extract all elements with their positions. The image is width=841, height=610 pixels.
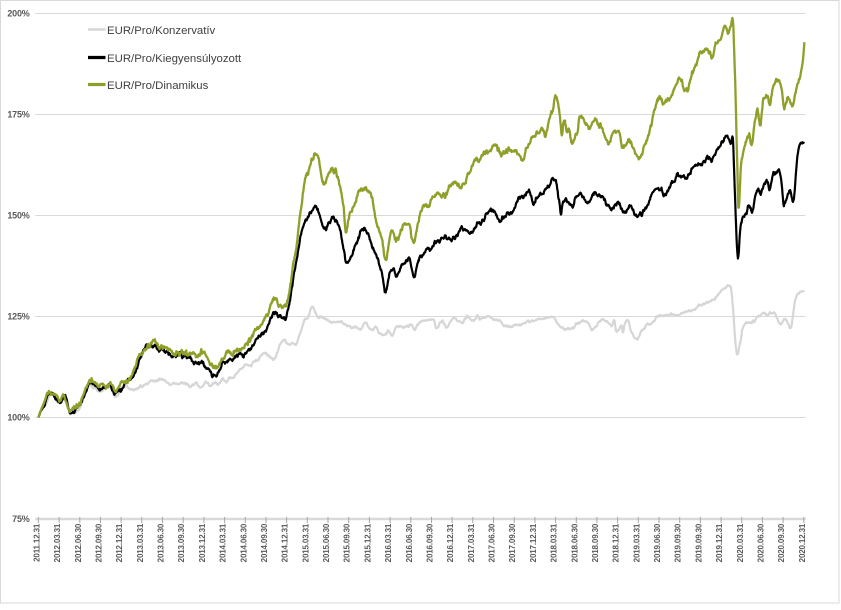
svg-text:2018.09.30: 2018.09.30 [591, 523, 600, 562]
svg-text:2012.06.30: 2012.06.30 [74, 523, 83, 562]
svg-text:2017.06.30: 2017.06.30 [488, 523, 497, 562]
svg-text:150%: 150% [7, 211, 29, 221]
svg-text:EUR/Pro/Dinamikus: EUR/Pro/Dinamikus [107, 80, 209, 92]
svg-text:2016.12.31: 2016.12.31 [446, 523, 455, 562]
svg-text:2015.03.31: 2015.03.31 [301, 523, 310, 562]
svg-text:2020.09.30: 2020.09.30 [777, 523, 786, 562]
svg-text:EUR/Pro/Kiegyensúlyozott: EUR/Pro/Kiegyensúlyozott [107, 53, 242, 65]
svg-text:2016.03.31: 2016.03.31 [384, 523, 393, 562]
svg-text:2015.12.31: 2015.12.31 [363, 523, 372, 562]
svg-text:2013.03.31: 2013.03.31 [136, 523, 145, 562]
svg-text:2014.03.31: 2014.03.31 [219, 523, 228, 562]
svg-text:2018.06.30: 2018.06.30 [570, 523, 579, 562]
svg-text:2013.12.31: 2013.12.31 [198, 523, 207, 562]
svg-text:2012.03.31: 2012.03.31 [53, 523, 62, 562]
svg-text:2014.06.30: 2014.06.30 [239, 523, 248, 562]
svg-text:2014.12.31: 2014.12.31 [281, 523, 290, 562]
svg-text:2019.03.31: 2019.03.31 [632, 523, 641, 562]
svg-text:2018.03.31: 2018.03.31 [550, 523, 559, 562]
svg-text:2014.09.30: 2014.09.30 [260, 523, 269, 562]
svg-text:2020.06.30: 2020.06.30 [756, 523, 765, 562]
svg-text:200%: 200% [7, 9, 29, 19]
svg-text:175%: 175% [7, 110, 29, 120]
svg-text:2019.09.30: 2019.09.30 [674, 523, 683, 562]
svg-text:2012.09.30: 2012.09.30 [95, 523, 104, 562]
svg-text:2017.03.31: 2017.03.31 [467, 523, 476, 562]
svg-text:2019.12.31: 2019.12.31 [715, 523, 724, 562]
svg-text:2012.12.31: 2012.12.31 [115, 523, 124, 562]
svg-text:2018.12.31: 2018.12.31 [612, 523, 621, 562]
svg-text:2020.12.31: 2020.12.31 [798, 523, 807, 562]
svg-text:2016.09.30: 2016.09.30 [426, 523, 435, 562]
svg-text:2011.12.31: 2011.12.31 [32, 523, 41, 562]
svg-text:2020.03.31: 2020.03.31 [736, 523, 745, 562]
svg-text:EUR/Pro/Konzervatív: EUR/Pro/Konzervatív [107, 25, 216, 37]
svg-text:2013.09.30: 2013.09.30 [177, 523, 186, 562]
svg-text:2015.06.30: 2015.06.30 [322, 523, 331, 562]
svg-text:125%: 125% [7, 312, 29, 322]
svg-text:100%: 100% [7, 413, 29, 423]
svg-text:2017.12.31: 2017.12.31 [529, 523, 538, 562]
svg-text:2013.06.30: 2013.06.30 [157, 523, 166, 562]
svg-text:2015.09.30: 2015.09.30 [343, 523, 352, 562]
svg-text:2019.06.30: 2019.06.30 [653, 523, 662, 562]
svg-text:2019.09.30: 2019.09.30 [694, 523, 703, 562]
svg-text:2017.09.30: 2017.09.30 [508, 523, 517, 562]
svg-text:75%: 75% [12, 514, 30, 524]
svg-text:2016.06.30: 2016.06.30 [405, 523, 414, 562]
